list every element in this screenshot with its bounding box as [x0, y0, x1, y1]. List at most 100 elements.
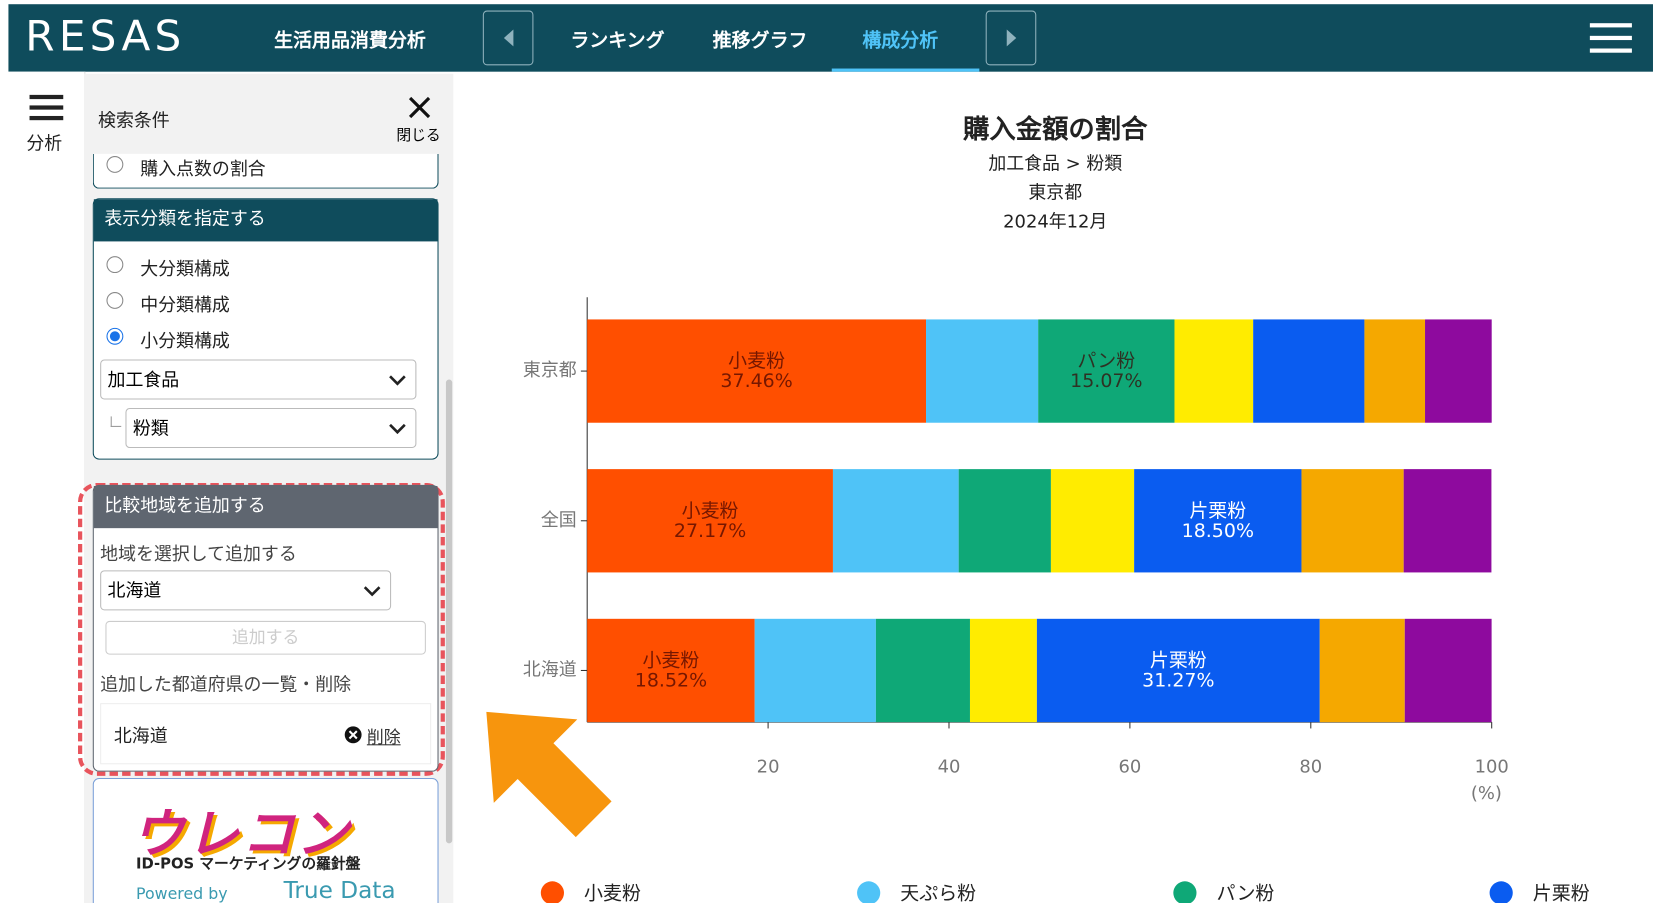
select-value: 北海道 [107, 580, 162, 602]
radio-label[interactable]: 小分類構成 [140, 331, 230, 353]
bar-segment [1403, 469, 1492, 573]
tab[interactable]: ランキング [570, 29, 665, 52]
radio[interactable] [106, 256, 124, 274]
x-tick-label: 20 [757, 756, 780, 777]
prev-button[interactable] [482, 10, 534, 66]
ad-powered: Powered by [135, 884, 228, 903]
menu[interactable]: 生活用品消費分析 [274, 29, 426, 52]
ad-tagline: ID-POS マーケティングの羅針盤 [135, 856, 361, 873]
bar-segment [1038, 319, 1175, 423]
bar-label-value: 18.50% [1182, 520, 1254, 542]
compare-box: 比較地域を追加する 地域を選択して追加する 北海道 追加する 追加した都道府県の… [92, 484, 439, 772]
logo[interactable]: RESAS [25, 12, 186, 62]
ad-brand: True Data [283, 878, 396, 903]
rail-icon[interactable] [29, 93, 66, 123]
bar-segment [1425, 319, 1492, 423]
display-box: 表示分類を指定する 大分類構成中分類構成小分類構成 加工食品 粉類 [92, 198, 439, 460]
legend-label: 小麦粉 [584, 882, 641, 903]
close-label[interactable]: 閉じる [396, 127, 441, 145]
menu-icon[interactable] [1589, 21, 1636, 57]
bar-label-name: 片栗粉 [1150, 649, 1207, 671]
select-value: 加工食品 [107, 370, 180, 392]
bar-label-name: パン粉 [1077, 350, 1135, 372]
select-value: 粉類 [132, 418, 169, 440]
bar-label-value: 18.52% [635, 670, 707, 692]
bar-segment [1134, 469, 1302, 573]
bar-segment [1174, 319, 1254, 423]
prompt: 地域を選択して追加する [100, 543, 297, 566]
legend-label: 片栗粉 [1533, 882, 1590, 903]
option[interactable]: 購入点数の割合 [140, 159, 266, 181]
radio[interactable] [106, 327, 124, 345]
tab[interactable]: 構成分析 [862, 29, 939, 52]
bar-segment [1301, 469, 1404, 573]
x-tick-label: 80 [1299, 756, 1322, 777]
remove-link[interactable]: 削除 [366, 727, 401, 748]
select[interactable]: 北海道 [100, 570, 392, 611]
select[interactable]: 加工食品 [100, 359, 417, 400]
radio-label[interactable]: 中分類構成 [140, 295, 230, 317]
y-tick-label: 北海道 [523, 659, 577, 680]
chart-subtitle: 加工食品 > 粉類 [988, 153, 1122, 174]
section-title: 表示分類を指定する [93, 199, 438, 242]
bar-segment [587, 319, 927, 423]
bar-segment [832, 469, 959, 573]
bar-label-value: 27.17% [674, 520, 746, 542]
legend-label: 天ぷら粉 [900, 882, 976, 903]
radio[interactable] [106, 156, 124, 173]
bar-segment [1364, 319, 1426, 423]
radio-label[interactable]: 大分類構成 [140, 259, 230, 281]
x-axis-label: (%) [1471, 783, 1502, 804]
bar-segment [969, 618, 1037, 723]
bar-label-value: 37.46% [720, 370, 792, 392]
list-title: 追加した都道府県の一覧・削除 [100, 674, 352, 696]
legend-swatch [540, 881, 564, 903]
bar-label-value: 15.07% [1070, 370, 1142, 392]
ad-logo: ウレコン [131, 803, 352, 865]
x-tick-label: 40 [938, 756, 961, 777]
bar-label-name: 小麦粉 [682, 500, 739, 522]
added-row: 北海道 削除 [100, 703, 432, 765]
chart-subtitle: 2024年12月 [1003, 211, 1107, 232]
close-icon[interactable] [407, 95, 432, 120]
bar-segment [1036, 618, 1320, 723]
bar-segment [1050, 469, 1135, 573]
bar-label-name: 小麦粉 [728, 350, 785, 372]
legend-label: パン粉 [1217, 882, 1275, 903]
x-tick-label: 100 [1475, 756, 1509, 777]
legend-swatch [1489, 881, 1513, 903]
tab[interactable]: 推移グラフ [712, 29, 808, 52]
chart-title: 購入金額の割合 [963, 114, 1148, 145]
add-button[interactable]: 追加する [105, 620, 426, 655]
y-tick-label: 東京都 [523, 360, 577, 381]
radio[interactable] [106, 292, 124, 309]
next-button[interactable] [985, 10, 1037, 66]
bar-label-name: 小麦粉 [642, 649, 699, 671]
rail-label[interactable]: 分析 [26, 133, 63, 155]
active-underline [831, 68, 980, 72]
y-tick-label: 全国 [541, 510, 577, 531]
chart-subtitle: 東京都 [1028, 182, 1082, 203]
remove-icon[interactable] [344, 725, 363, 744]
bar-segment [958, 469, 1051, 573]
bar-segment [926, 319, 1039, 423]
header: RESAS 生活用品消費分析 ランキング 推移グラフ 構成分析 [8, 4, 1653, 72]
sidebar-title: 検索条件 [98, 110, 170, 132]
bar-segment [754, 618, 876, 723]
section-title: 比較地域を追加する [93, 485, 438, 529]
bar-segment [875, 618, 970, 723]
scrollbar[interactable] [445, 379, 453, 844]
rail: 分析 [8, 71, 86, 903]
ad[interactable]: ウレコン ID-POS マーケティングの羅針盤 Powered by True … [92, 777, 439, 903]
legend-swatch [857, 881, 881, 903]
bar-segment [1319, 618, 1405, 723]
select[interactable]: 粉類 [125, 407, 417, 449]
added-region: 北海道 [113, 726, 168, 748]
bar-segment [587, 618, 755, 723]
bar-label-value: 31.27% [1142, 670, 1214, 692]
bar-segment [587, 469, 833, 573]
sidebar: 検索条件 閉じる 購入点数の割合 表示分類を指定する 大分類構成中分類構成小分類… [78, 73, 454, 903]
